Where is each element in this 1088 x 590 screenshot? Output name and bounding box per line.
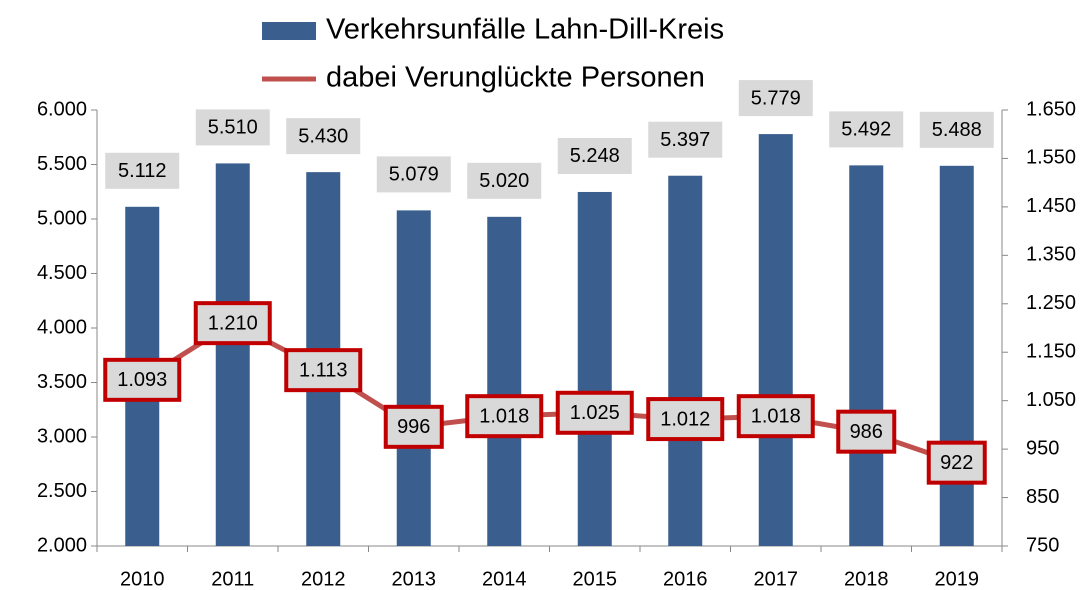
bar-label-box <box>376 156 451 193</box>
bar <box>668 175 703 547</box>
line-label-box <box>926 440 987 485</box>
line-label-box <box>646 397 725 442</box>
x-tick-label: 2019 <box>935 568 980 590</box>
bar <box>939 165 974 547</box>
legend-label: dabei Verunglückte Personen <box>326 62 705 94</box>
x-tick-label: 2015 <box>573 568 618 590</box>
line-label: 996 <box>397 416 430 438</box>
line-label-box <box>465 394 544 439</box>
line-label: 1.210 <box>208 312 258 334</box>
line-label: 1.025 <box>570 402 620 424</box>
y2-tick-label: 950 <box>1026 437 1059 459</box>
line-label-box <box>103 357 182 402</box>
bar-label: 5.779 <box>751 87 801 109</box>
y-tick-label: 5.000 <box>37 207 87 229</box>
line-label: 922 <box>940 452 973 474</box>
line-label: 1.012 <box>660 408 710 430</box>
bar-label-box <box>467 162 542 199</box>
line <box>140 320 958 466</box>
y-tick-label: 6.000 <box>37 98 87 120</box>
x-tick-label: 2010 <box>120 568 165 590</box>
y-tick-label: 2.000 <box>37 534 87 556</box>
line-label-box <box>555 390 634 435</box>
bar-label: 5.397 <box>660 129 710 151</box>
bar-label: 5.248 <box>570 145 620 167</box>
y-tick-label: 4.000 <box>37 316 87 338</box>
bar-label: 5.510 <box>208 117 258 139</box>
bar-label-box <box>919 111 994 148</box>
line-label-box <box>736 394 815 439</box>
line-label: 1.018 <box>751 405 801 427</box>
x-tick-label: 2012 <box>301 568 346 590</box>
line-label-box <box>383 404 444 449</box>
line-label-box <box>284 348 363 393</box>
bar-label-box <box>286 118 361 155</box>
y-tick-label: 3.000 <box>37 425 87 447</box>
x-tick-label: 2014 <box>482 568 527 590</box>
bar <box>849 165 884 546</box>
x-tick-label: 2011 <box>211 568 254 590</box>
x-tick-label: 2017 <box>754 568 799 590</box>
y-tick-label: 3.500 <box>37 371 87 393</box>
bar-label-box <box>829 111 904 148</box>
y2-tick-label: 850 <box>1026 486 1059 508</box>
y2-tick-label: 1.450 <box>1026 195 1076 217</box>
bar <box>215 163 250 546</box>
y2-tick-label: 750 <box>1026 534 1059 556</box>
line-label: 1.018 <box>479 405 529 427</box>
y2-tick-label: 1.650 <box>1026 98 1076 120</box>
y-tick-label: 5.500 <box>37 153 87 175</box>
y2-tick-label: 1.350 <box>1026 244 1076 266</box>
y2-tick-label: 1.150 <box>1026 341 1076 363</box>
bar-label: 5.079 <box>389 164 439 186</box>
bar-label: 5.020 <box>479 170 529 192</box>
bar-label-box <box>648 121 723 158</box>
y2-tick-label: 1.250 <box>1026 292 1076 314</box>
line-label: 1.113 <box>299 359 348 381</box>
bar-label-box <box>195 109 270 146</box>
x-tick-label: 2016 <box>663 568 708 590</box>
y-tick-label: 2.500 <box>37 480 87 502</box>
bar <box>396 210 431 547</box>
x-tick-label: 2013 <box>392 568 437 590</box>
bar-label-box <box>105 152 180 189</box>
bar-label: 5.488 <box>932 119 982 141</box>
line-label-box <box>193 301 272 346</box>
bar-label-box <box>557 137 632 174</box>
bar-label: 5.112 <box>118 160 167 182</box>
bar-label: 5.492 <box>841 119 891 141</box>
legend-label: Verkehrsunfälle Lahn-Dill-Kreis <box>326 14 724 46</box>
bar <box>577 191 612 546</box>
x-tick-label: 2018 <box>844 568 889 590</box>
bar <box>758 134 793 547</box>
bar-label: 5.430 <box>298 125 348 147</box>
line-label-box <box>836 409 897 454</box>
legend-swatch <box>262 22 316 40</box>
line-label: 986 <box>850 421 883 443</box>
y2-tick-label: 1.550 <box>1026 147 1076 169</box>
y2-tick-label: 1.050 <box>1026 389 1076 411</box>
bar-label-box <box>738 80 813 117</box>
y-tick-label: 4.500 <box>37 262 87 284</box>
line-label: 1.093 <box>117 369 167 391</box>
bar <box>487 216 522 546</box>
